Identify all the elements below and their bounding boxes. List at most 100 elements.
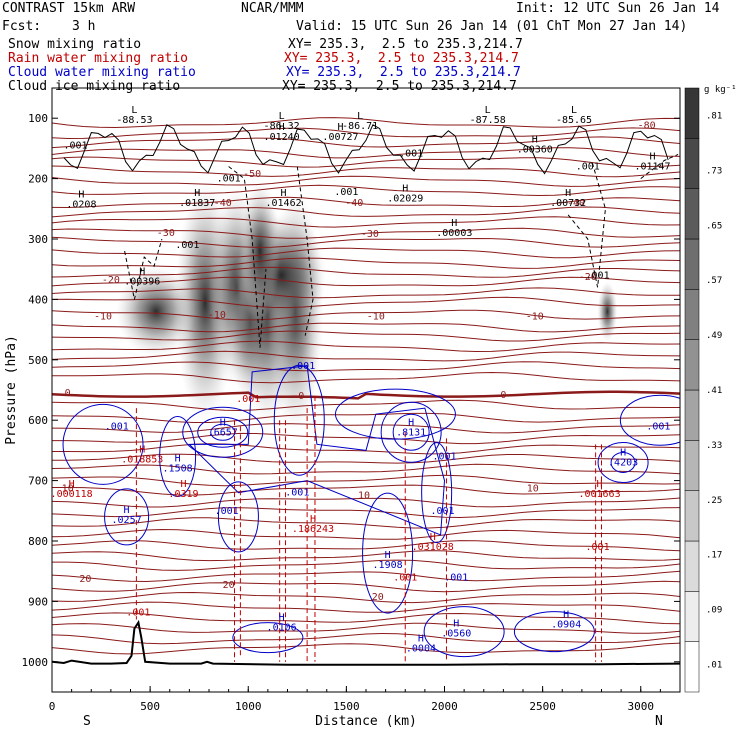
x-tick-label: 0 <box>49 700 56 713</box>
contour-value-label: .001 <box>126 607 150 618</box>
cloud-water-maximum-label-marker: H <box>418 634 424 645</box>
snow-contour <box>640 153 679 179</box>
temperature-contour <box>52 474 680 487</box>
snow-extremum-label-marker: H <box>281 188 287 199</box>
contour-value-label: .001 <box>576 162 600 173</box>
temperature-contour <box>52 247 680 259</box>
snow-extremum-label: .01147 <box>634 162 670 173</box>
temperature-contour <box>52 540 680 552</box>
cloud-water-maximum-label-marker: H <box>385 550 391 561</box>
rain-maximum-label-marker: H <box>430 532 436 543</box>
temperature-label: -20 <box>102 275 120 286</box>
snow-extremum-label-marker: H <box>337 122 343 133</box>
contour-value-label: .001 <box>291 361 315 372</box>
cloud-water-contour <box>597 441 649 483</box>
field-cloudice-name: Cloud ice mixing ratio <box>8 79 181 94</box>
colorbar-label: .33 <box>706 441 722 451</box>
temperature-contour <box>52 175 680 187</box>
contour-value-label: .001 <box>586 270 610 281</box>
cloud-water-contour <box>619 394 680 446</box>
cloud-water-contour <box>392 413 430 451</box>
snow-extremum-label: .00003 <box>436 228 472 239</box>
cloud-water-maximum-label: .0560 <box>441 628 471 639</box>
temperature-contour <box>52 227 680 239</box>
south-label: S <box>83 714 91 729</box>
snow-extremum-label: .01837 <box>179 198 215 209</box>
colorbar-swatch <box>684 188 700 240</box>
colorbar-label: .17 <box>706 551 722 561</box>
temperature-label: 0 <box>500 390 506 401</box>
cloud-water-maximum-label: .1908 <box>373 560 403 571</box>
temperature-label: 20 <box>79 574 91 585</box>
temperature-contour <box>52 266 680 278</box>
cloud-water-contour <box>217 481 259 553</box>
cloud-water-maximum-label-marker: H <box>408 417 414 428</box>
temperature-contour <box>52 517 680 529</box>
model-title: CONTRAST 15km ARW <box>2 1 136 16</box>
snow-extremum-label: -85.65 <box>556 115 592 126</box>
rain-maximum-label-marker: H <box>310 514 316 525</box>
temperature-contour <box>52 507 680 519</box>
temperature-contour <box>52 216 680 228</box>
snow-extremum-label: -88.53 <box>116 115 152 126</box>
plot-frame <box>51 87 681 693</box>
snow-extremum-label-marker: H <box>139 266 145 277</box>
colorbar-unit: g kg⁻¹ <box>704 85 737 95</box>
cloud-water-contour <box>182 406 264 458</box>
colorbar-label: .65 <box>706 221 722 231</box>
temperature-contour <box>52 423 680 434</box>
org-label: NCAR/MMM <box>241 1 304 16</box>
temperature-contour <box>52 361 680 372</box>
colorbar-label: .01 <box>706 661 722 671</box>
contour-value-label: .001 <box>217 174 241 185</box>
snow-contour <box>228 166 267 348</box>
temperature-contour <box>52 236 680 248</box>
snow-extremum-label-marker: H <box>279 122 285 133</box>
colorbar-swatch <box>684 490 700 542</box>
y-tick-label: 400 <box>28 293 48 306</box>
temperature-label: -10 <box>526 311 544 322</box>
cloud-water-contour <box>513 611 595 653</box>
cloud-water-contour <box>232 622 304 654</box>
temperature-contour <box>52 412 680 423</box>
y-tick-label: 300 <box>28 233 48 246</box>
field-rain-name: Rain water mixing ratio <box>8 51 189 66</box>
field-cloudice-xy: XY= 235.3, 2.5 to 235.3,214.7 <box>282 79 517 94</box>
colorbar-swatch <box>684 339 700 391</box>
temperature-contour <box>52 340 680 353</box>
init-time: Init: 12 UTC Sun 26 Jan 14 <box>516 1 720 16</box>
snow-shading <box>116 266 197 357</box>
temperature-label: 10 <box>358 491 370 502</box>
snow-shading <box>597 281 618 342</box>
temperature-contour <box>52 371 680 384</box>
y-tick-label: 800 <box>28 535 48 548</box>
contour-value-label: .001 <box>646 421 670 432</box>
x-axis-label: Distance (km) <box>315 714 417 729</box>
contour-value-label: .001 <box>393 572 417 583</box>
cloud-water-maximum-label-marker: H <box>124 505 130 516</box>
contour-value-label: .001 <box>236 394 260 405</box>
cloud-water-maximum-label-marker: H <box>453 618 459 629</box>
cloud-water-maximum-label: .1508 <box>163 464 193 475</box>
temperature-contour <box>52 276 680 287</box>
colorbar-label: .49 <box>706 331 722 341</box>
temperature-contour <box>52 156 680 168</box>
colorbar-label: .09 <box>706 606 722 616</box>
fcst-value: 3 h <box>72 19 96 34</box>
rain-maximum-label: .186243 <box>292 524 334 535</box>
contour-value-label: .001 <box>586 542 610 553</box>
cloud-water-contour <box>334 388 456 440</box>
temperature-contour <box>52 136 680 149</box>
temperature-contour <box>52 322 680 333</box>
rain-maximum-label: .031028 <box>412 542 454 553</box>
colorbar-swatch <box>684 138 700 189</box>
terrain-line <box>52 619 680 666</box>
snow-extremum-label: .01240 <box>264 132 300 143</box>
contour-value-label: .001 <box>64 140 88 151</box>
colorbar-label: .41 <box>706 386 722 396</box>
temperature-contour <box>52 196 680 209</box>
temperature-contour <box>52 309 680 321</box>
freezing-level-contour <box>52 390 680 400</box>
snow-extremum-label: -86.71 <box>342 121 378 132</box>
snow-extremum-label: .00396 <box>124 276 160 287</box>
